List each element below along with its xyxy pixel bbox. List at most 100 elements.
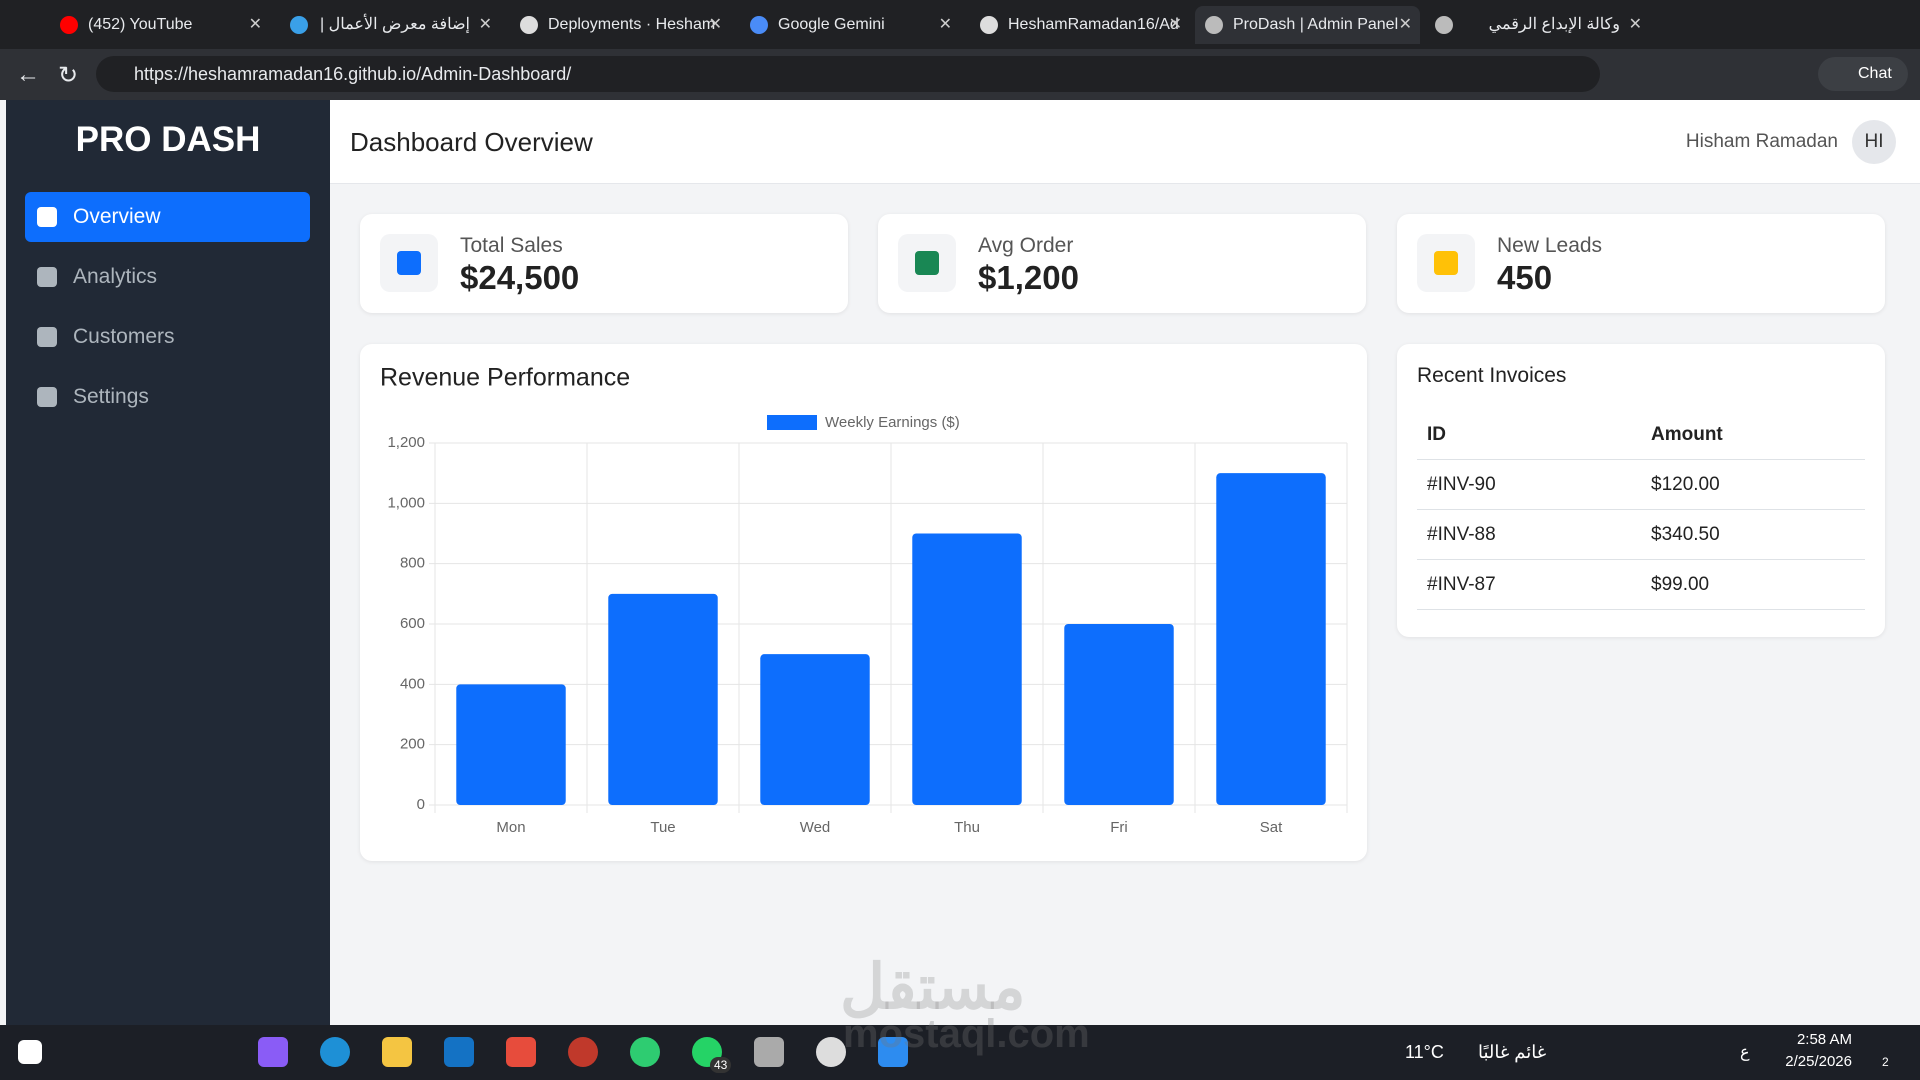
y-tick-label: 1,000 bbox=[387, 494, 425, 511]
table-cell: #INV-88 bbox=[1417, 509, 1641, 560]
tab-close[interactable]: ✕ bbox=[938, 16, 952, 33]
nav-item[interactable]: Settings bbox=[25, 372, 310, 422]
invoices-title: Recent Invoices bbox=[1417, 364, 1567, 387]
app-icon[interactable] bbox=[630, 1037, 660, 1067]
browser-tab[interactable]: HeshamRamadan16/Ad ✕ bbox=[970, 6, 1190, 44]
table-cell: $120.00 bbox=[1641, 459, 1865, 510]
x-tick-label: Mon bbox=[496, 819, 525, 836]
stat-card: Avg Order $1,200 bbox=[878, 214, 1366, 313]
nav-label: Settings bbox=[73, 385, 149, 408]
app-icon[interactable] bbox=[444, 1037, 474, 1067]
tab-close[interactable]: ✕ bbox=[1168, 16, 1182, 33]
invoices-table: ID Amount #INV-90 $120.00 #INV-88 $340.50 #INV… bbox=[1417, 410, 1865, 610]
y-tick-label: 200 bbox=[400, 736, 425, 753]
table-cell: $99.00 bbox=[1641, 559, 1865, 610]
browser-tab[interactable]: Google Gemini ✕ bbox=[740, 6, 960, 44]
app-icon[interactable] bbox=[878, 1037, 908, 1067]
tab-icon bbox=[1435, 16, 1453, 34]
sidebar: PRO DASH Overview Analytics Customers Setti… bbox=[6, 100, 330, 1025]
address-bar: ← ↻ https://heshamramadan16.github.io/Ad… bbox=[0, 49, 1920, 100]
bar bbox=[912, 533, 1022, 805]
tab-icon bbox=[290, 16, 308, 34]
nav-label: Customers bbox=[73, 325, 175, 348]
browser-tab[interactable]: وكالة الإبداع الرقمي ✕ bbox=[1425, 6, 1650, 44]
card-icon-glyph bbox=[1434, 251, 1458, 275]
x-tick-label: Tue bbox=[650, 819, 675, 836]
x-tick-label: Sat bbox=[1260, 819, 1283, 836]
start-button[interactable] bbox=[18, 1040, 42, 1064]
tab-title: وكالة الإبداع الرقمي bbox=[1488, 16, 1620, 33]
back-icon[interactable]: ← bbox=[16, 61, 40, 88]
legend-swatch bbox=[767, 415, 817, 430]
tab-close[interactable]: ✕ bbox=[1398, 16, 1412, 33]
app-icon[interactable] bbox=[568, 1037, 598, 1067]
app-icon[interactable] bbox=[754, 1037, 784, 1067]
card-label: Avg Order bbox=[978, 234, 1074, 257]
tab-icon bbox=[60, 16, 78, 34]
tab-title: Deployments · Hesham bbox=[548, 16, 716, 33]
y-tick-label: 0 bbox=[417, 796, 425, 813]
tab-close[interactable]: ✕ bbox=[478, 16, 492, 33]
user-name: Hisham Ramadan bbox=[1685, 131, 1838, 152]
watermark: mostaql.com bbox=[843, 1012, 1090, 1056]
app-icon[interactable] bbox=[506, 1037, 536, 1067]
chat-button[interactable]: Chat bbox=[1818, 57, 1908, 91]
avatar[interactable]: HI bbox=[1852, 120, 1896, 164]
invoices-card: Recent Invoices ID Amount #INV-90 $120.00 #I… bbox=[1397, 344, 1885, 637]
x-tick-label: Thu bbox=[954, 819, 980, 836]
temperature: 11°C bbox=[1405, 1042, 1444, 1062]
nav-item[interactable]: Overview bbox=[25, 192, 310, 242]
y-tick-label: 600 bbox=[400, 615, 425, 632]
tab-close[interactable]: ✕ bbox=[1628, 16, 1642, 33]
tab-icon bbox=[520, 16, 538, 34]
header: Dashboard Overview Hisham Ramadan HI bbox=[330, 100, 1920, 184]
stat-card: New Leads 450 bbox=[1397, 214, 1885, 313]
y-tick-label: 800 bbox=[400, 555, 425, 572]
card-label: Total Sales bbox=[460, 234, 563, 257]
tab-title: Google Gemini bbox=[778, 16, 885, 33]
chart-title: Revenue Performance bbox=[380, 364, 630, 392]
bar bbox=[456, 684, 566, 805]
nav-item[interactable]: Customers bbox=[25, 312, 310, 362]
app-icon[interactable] bbox=[816, 1037, 846, 1067]
tab-close[interactable]: ✕ bbox=[708, 16, 722, 33]
tab-icon bbox=[1205, 16, 1223, 34]
chart-card: Revenue Performance 0 200 400 600 800 1,000 1,… bbox=[360, 344, 1367, 861]
column-header: ID bbox=[1417, 410, 1641, 460]
url-field[interactable]: https://heshamramadan16.github.io/Admin-… bbox=[96, 56, 1600, 92]
browser-tab[interactable]: Deployments · Hesham ✕ bbox=[510, 6, 730, 44]
app-icon[interactable] bbox=[320, 1037, 350, 1067]
table-header: ID Amount bbox=[1417, 410, 1865, 460]
browser-tab[interactable]: ProDash | Admin Panel ✕ bbox=[1195, 6, 1420, 44]
weather: غائم غالبًا bbox=[1478, 1042, 1547, 1062]
table-cell: #INV-87 bbox=[1417, 559, 1641, 610]
browser-tab[interactable]: إضافة معرض الأعمال | م ✕ bbox=[280, 6, 500, 44]
tab-close[interactable]: ✕ bbox=[248, 16, 262, 33]
table-row: #INV-90 $120.00 bbox=[1417, 459, 1865, 510]
bar bbox=[1064, 624, 1174, 805]
app-icon[interactable] bbox=[382, 1037, 412, 1067]
tab-title: إضافة معرض الأعمال | م bbox=[318, 16, 470, 33]
table-cell: #INV-90 bbox=[1417, 459, 1641, 510]
legend-label: Weekly Earnings ($) bbox=[825, 414, 960, 431]
nav-icon bbox=[37, 327, 57, 347]
tab-icon bbox=[980, 16, 998, 34]
app-icon[interactable] bbox=[258, 1037, 288, 1067]
taskbar: 43 11°C غائم غالبًا ع 2:58 AM 2/25/2026 … bbox=[0, 1025, 1920, 1080]
table-row: #INV-87 $99.00 bbox=[1417, 559, 1865, 610]
bar bbox=[760, 654, 870, 805]
column-header: Amount bbox=[1641, 410, 1865, 460]
bar bbox=[1216, 473, 1326, 805]
card-value: 450 bbox=[1497, 259, 1553, 296]
y-tick-label: 1,200 bbox=[387, 434, 425, 451]
chart: Revenue Performance 0 200 400 600 800 1,000 1,… bbox=[380, 364, 1348, 836]
tab-bar: (452) YouTube ✕ إضافة معرض الأعمال | م ✕ Dep… bbox=[0, 0, 1920, 49]
reload-icon[interactable]: ↻ bbox=[58, 62, 79, 89]
nav-item[interactable]: Analytics bbox=[25, 252, 310, 302]
card-label: New Leads bbox=[1497, 234, 1603, 257]
nav-icon bbox=[37, 267, 57, 287]
browser-tab[interactable]: (452) YouTube ✕ bbox=[50, 6, 270, 44]
stat-card: Total Sales $24,500 bbox=[360, 214, 848, 313]
nav-label: Overview bbox=[73, 205, 161, 228]
